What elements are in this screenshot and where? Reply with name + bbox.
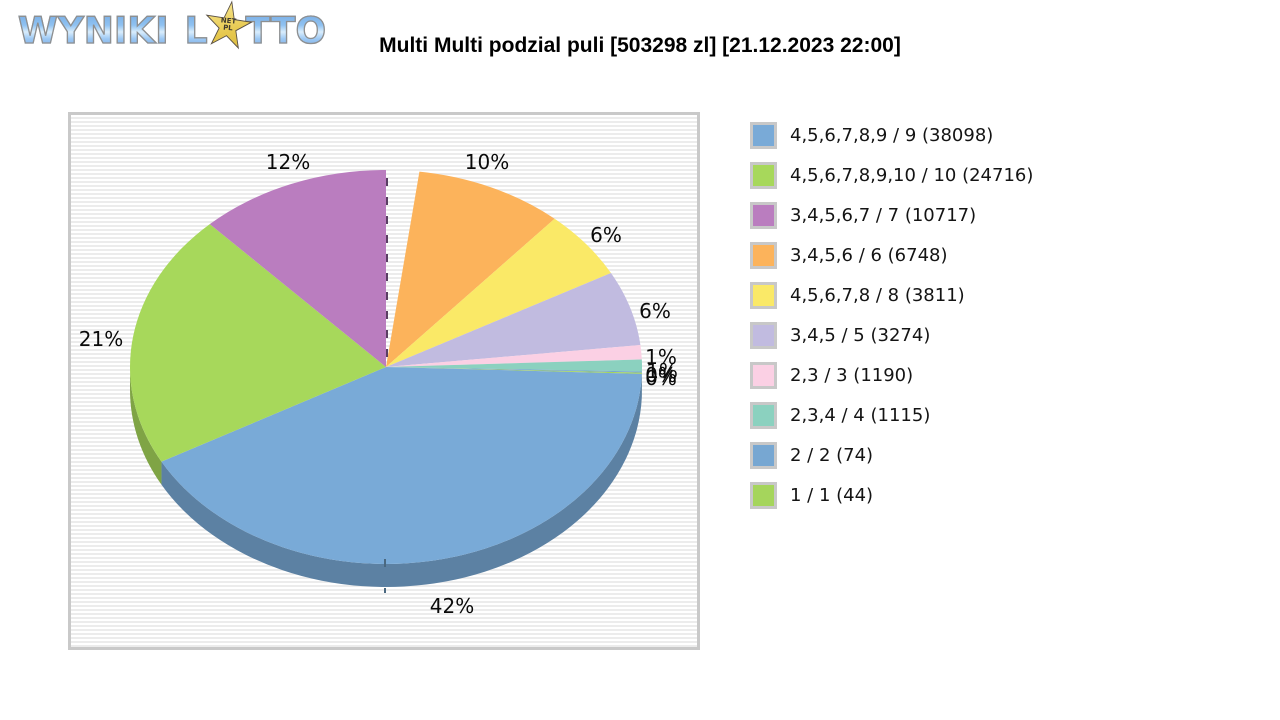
legend-label: 3,4,5,6,7 / 7 (10717) xyxy=(790,205,977,226)
pie-slice xyxy=(130,224,386,462)
pie-slice xyxy=(386,272,641,367)
pie-slice xyxy=(161,367,642,564)
legend-item: 2,3 / 3 (1190) xyxy=(750,362,1033,389)
legend-item: 3,4,5,6 / 6 (6748) xyxy=(750,242,1033,269)
pie-slice-side xyxy=(130,367,162,485)
pie-pct-label: 1% xyxy=(646,359,678,383)
legend-swatch xyxy=(750,282,777,309)
legend-label: 1 / 1 (44) xyxy=(790,485,874,506)
legend-item: 3,4,5,6,7 / 7 (10717) xyxy=(750,202,1033,229)
chart-legend: 4,5,6,7,8,9 / 9 (38098) 4,5,6,7,8,9,10 / … xyxy=(750,122,1033,522)
legend-item: 2 / 2 (74) xyxy=(750,442,1033,469)
pie-slice xyxy=(386,359,642,372)
pie-pct-label: 12% xyxy=(265,150,311,174)
logo-star-text: NET PL xyxy=(220,16,237,33)
pie-chart xyxy=(130,170,642,593)
pie-slice xyxy=(386,367,642,374)
pie-slice xyxy=(386,345,642,367)
logo-text-l: L xyxy=(184,8,208,57)
pie-pct-label: 10% xyxy=(464,150,510,174)
legend-label: 4,5,6,7,8,9 / 9 (38098) xyxy=(790,125,994,146)
legend-item: 3,4,5 / 5 (3274) xyxy=(750,322,1033,349)
pie-pct-label: 6% xyxy=(590,223,622,247)
logo-text-wyniki: WYNIKI xyxy=(17,8,169,57)
legend-item: 4,5,6,7,8 / 8 (3811) xyxy=(750,282,1033,309)
legend-item: 2,3,4 / 4 (1115) xyxy=(750,402,1033,429)
pie-pct-label: 6% xyxy=(639,299,671,323)
site-logo[interactable]: WYNIKI L NET PL TTO xyxy=(17,8,327,57)
legend-item: 1 / 1 (44) xyxy=(750,482,1033,509)
legend-label: 2,3,4 / 4 (1115) xyxy=(790,405,931,426)
legend-label: 3,4,5 / 5 (3274) xyxy=(790,325,931,346)
pie-percentage-labels: 42% 21% 12% 10% 6% 6% 1% 1% 0% 0% xyxy=(71,115,697,647)
legend-swatch xyxy=(750,442,777,469)
legend-swatch xyxy=(750,242,777,269)
pie-slice xyxy=(386,171,555,367)
pie-slices xyxy=(130,170,642,564)
pie-slice xyxy=(209,170,386,367)
pie-3d-sides xyxy=(130,367,642,587)
legend-swatch xyxy=(750,362,777,389)
pie-chart-panel: 42% 21% 12% 10% 6% 6% 1% 1% 0% 0% xyxy=(68,112,700,650)
legend-swatch xyxy=(750,482,777,509)
legend-swatch xyxy=(750,322,777,349)
chart-title: Multi Multi podzial puli [503298 zl] [21… xyxy=(379,34,901,57)
legend-swatch xyxy=(750,162,777,189)
legend-label: 2,3 / 3 (1190) xyxy=(790,365,914,386)
legend-label: 4,5,6,7,8,9,10 / 10 (24716) xyxy=(790,165,1034,186)
legend-swatch xyxy=(750,202,777,229)
pie-pct-label: 21% xyxy=(78,327,124,351)
legend-swatch xyxy=(750,122,777,149)
pie-pct-label: 0% xyxy=(645,363,677,387)
pie-pct-label: 0% xyxy=(645,366,677,390)
legend-label: 3,4,5,6 / 6 (6748) xyxy=(790,245,948,266)
legend-label: 4,5,6,7,8 / 8 (3811) xyxy=(790,285,965,306)
legend-item: 4,5,6,7,8,9 / 9 (38098) xyxy=(750,122,1033,149)
pie-pct-label: 42% xyxy=(429,594,475,618)
legend-swatch xyxy=(750,402,777,429)
legend-label: 2 / 2 (74) xyxy=(790,445,874,466)
pie-slice xyxy=(386,218,611,367)
logo-star-icon: NET PL xyxy=(199,0,257,56)
pie-slice xyxy=(386,367,642,373)
logo-text-tto: TTO xyxy=(245,8,327,57)
pie-pct-label: 1% xyxy=(645,345,677,369)
legend-item: 4,5,6,7,8,9,10 / 10 (24716) xyxy=(750,162,1033,189)
